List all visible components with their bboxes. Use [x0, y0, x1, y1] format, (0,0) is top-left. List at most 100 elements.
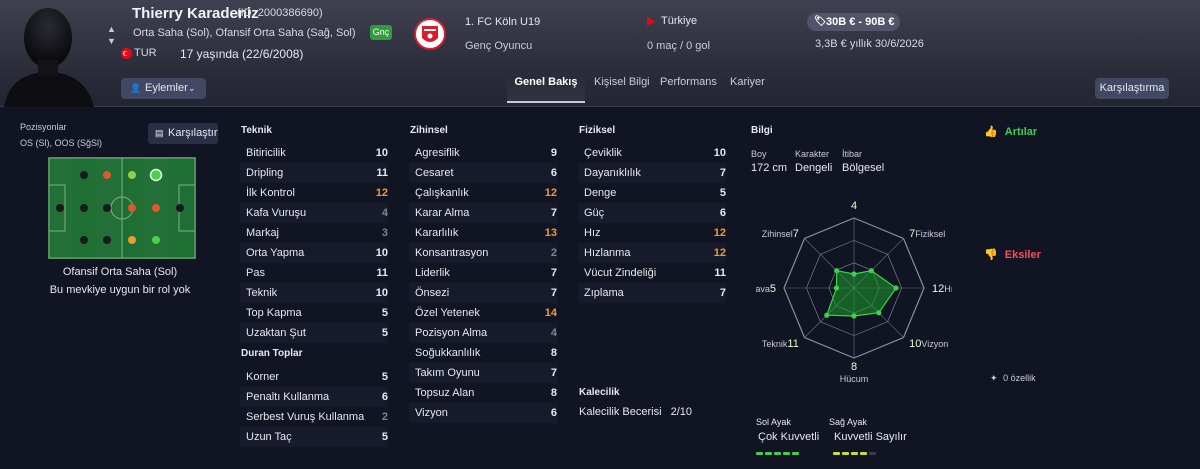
attribute-value: 11: [376, 263, 388, 283]
previous-player-icon[interactable]: ▲: [107, 24, 116, 34]
country-name[interactable]: Türkiye: [661, 15, 697, 27]
player-silhouette-icon: [0, 0, 98, 107]
attribute-row[interactable]: Hız 12: [578, 223, 726, 243]
attribute-row[interactable]: Soğukkanlılık 8: [409, 343, 557, 363]
attribute-value: 4: [382, 203, 388, 223]
attribute-row[interactable]: Penaltı Kullanma 6: [240, 387, 388, 407]
foot-strength-segment: [869, 452, 876, 455]
sparkle-icon: ✦: [990, 373, 998, 383]
attribute-row[interactable]: İlk Kontrol 12: [240, 183, 388, 203]
position-pitch[interactable]: [48, 157, 196, 259]
attribute-row[interactable]: Önsezi 7: [409, 283, 557, 303]
attribute-row[interactable]: Karar Alma 7: [409, 203, 557, 223]
attribute-value: 7: [551, 283, 557, 303]
next-player-icon[interactable]: ▼: [107, 36, 116, 46]
attribute-value: 12: [714, 243, 726, 263]
compare-positions-button[interactable]: ▤ Karşılaştır: [148, 123, 218, 144]
foot-strength-segment: [783, 452, 790, 455]
attribute-value: 3: [382, 223, 388, 243]
attribute-row[interactable]: Liderlik 7: [409, 263, 557, 283]
attribute-row[interactable]: Uzaktan Şut 5: [240, 323, 388, 343]
attribute-row[interactable]: Konsantrasyon 2: [409, 243, 557, 263]
attribute-value: 4: [551, 323, 557, 343]
attribute-row[interactable]: Uzun Taç 5: [240, 427, 388, 447]
attribute-value: 11: [714, 263, 726, 283]
left-foot-value: Çok Kuvvetli: [758, 431, 819, 443]
attribute-name: Çalışkanlık: [415, 183, 469, 203]
tab-career[interactable]: Kariyer: [730, 76, 765, 88]
attribute-name: Uzaktan Şut: [246, 323, 306, 343]
attribute-row[interactable]: Çalışkanlık 12: [409, 183, 557, 203]
tab-overview[interactable]: Genel Bakış: [507, 76, 585, 103]
price-tag-icon: 🏷: [814, 13, 827, 31]
attribute-name: Soğukkanlılık: [415, 343, 480, 363]
goalkeeping-value: 2/10: [671, 406, 692, 418]
attribute-row[interactable]: Agresiflik 9: [409, 143, 557, 163]
radar-axis-label: Hava5: [756, 283, 776, 295]
attribute-name: Hızlanma: [584, 243, 630, 263]
attribute-name: Orta Yapma: [246, 243, 304, 263]
attribute-row[interactable]: Vücut Zindeliği 11: [578, 263, 726, 283]
attribute-value: 13: [545, 223, 557, 243]
attribute-row[interactable]: Kararlılık 13: [409, 223, 557, 243]
attribute-row[interactable]: Pozisyon Alma 4: [409, 323, 557, 343]
attribute-row[interactable]: Takım Oyunu 7: [409, 363, 557, 383]
goalkeeping-rating: Kalecilik Becerisi 2/10: [579, 406, 692, 418]
attribute-row[interactable]: Özel Yetenek 14: [409, 303, 557, 323]
radar-axis-label: 7Fiziksel: [909, 228, 945, 240]
radar-point-fiziksel: [869, 268, 874, 273]
attribute-name: Dripling: [246, 163, 283, 183]
right-foot-value: Kuvvetli Sayılır: [834, 431, 907, 443]
foot-strength-segment: [851, 452, 858, 455]
actions-button[interactable]: 👤 Eylemler ⌄: [121, 78, 206, 99]
attribute-row[interactable]: Çeviklik 10: [578, 143, 726, 163]
attribute-name: Kafa Vuruşu: [246, 203, 306, 223]
attribute-value: 10: [376, 283, 388, 303]
attribute-row[interactable]: Güç 6: [578, 203, 726, 223]
attribute-row[interactable]: Vizyon 6: [409, 403, 557, 423]
club-crest-icon[interactable]: [414, 18, 446, 50]
character-value: Dengeli: [795, 162, 832, 174]
attribute-name: Agresiflik: [415, 143, 460, 163]
attribute-row[interactable]: Dripling 11: [240, 163, 388, 183]
attribute-row[interactable]: Korner 5: [240, 367, 388, 387]
attribute-row[interactable]: Teknik 10: [240, 283, 388, 303]
attribute-row[interactable]: Cesaret 6: [409, 163, 557, 183]
radar-point-hava: [834, 285, 839, 290]
attribute-value: 14: [545, 303, 557, 323]
attribute-row[interactable]: Markaj 3: [240, 223, 388, 243]
attribute-value: 8: [551, 383, 557, 403]
attribute-row[interactable]: Denge 5: [578, 183, 726, 203]
traits-count[interactable]: ✦ 0 özellik: [990, 373, 1036, 384]
radar-point-savunma: [851, 271, 856, 276]
height-label: Boy: [751, 149, 767, 159]
player-id: (ID: 2000386690): [237, 7, 323, 19]
attribute-name: Pas: [246, 263, 265, 283]
comparison-button[interactable]: Karşılaştırma: [1095, 78, 1169, 99]
attribute-name: Dayanıklılık: [584, 163, 641, 183]
attribute-value: 12: [714, 223, 726, 243]
attribute-row[interactable]: Top Kapma 5: [240, 303, 388, 323]
attribute-name: Önsezi: [415, 283, 449, 303]
player-age: 17 yaşında (22/6/2008): [180, 47, 303, 61]
attribute-name: Top Kapma: [246, 303, 302, 323]
selected-position: Ofansif Orta Saha (Sol): [0, 266, 240, 278]
attribute-row[interactable]: Hızlanma 12: [578, 243, 726, 263]
attribute-row[interactable]: Pas 11: [240, 263, 388, 283]
attribute-name: Güç: [584, 203, 604, 223]
tab-performance[interactable]: Performans: [660, 76, 717, 88]
attribute-row[interactable]: Dayanıklılık 7: [578, 163, 726, 183]
attribute-value: 5: [382, 323, 388, 343]
attribute-row[interactable]: Topsuz Alan 8: [409, 383, 557, 403]
attribute-row[interactable]: Zıplama 7: [578, 283, 726, 303]
attribute-row[interactable]: Orta Yapma 10: [240, 243, 388, 263]
foot-strength-segment: [774, 452, 781, 455]
attribute-name: İlk Kontrol: [246, 183, 295, 203]
foot-strength-segment: [860, 452, 867, 455]
attribute-row[interactable]: Kafa Vuruşu 4: [240, 203, 388, 223]
tab-personal-info[interactable]: Kişisel Bilgi: [594, 76, 650, 88]
attribute-name: Pozisyon Alma: [415, 323, 487, 343]
attribute-row[interactable]: Bitiricilik 10: [240, 143, 388, 163]
club-name[interactable]: 1. FC Köln U19: [465, 16, 540, 28]
attribute-row[interactable]: Serbest Vuruş Kullanma 2: [240, 407, 388, 427]
